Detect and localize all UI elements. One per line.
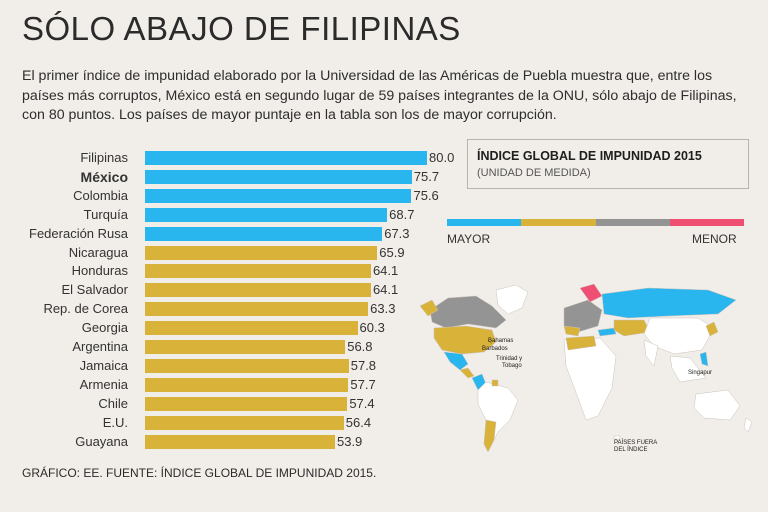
value-label: 63.3 — [370, 301, 396, 317]
category-label: Filipinas — [80, 150, 128, 165]
color-scale — [447, 219, 744, 226]
map-label-tobago: Tobago — [502, 363, 522, 369]
map-philippines — [699, 351, 709, 367]
value-label: 57.4 — [349, 395, 375, 411]
category-label: Honduras — [71, 263, 128, 279]
bar — [145, 245, 378, 260]
bar — [145, 226, 383, 241]
map-south-america — [477, 381, 519, 449]
page-title: SÓLO ABAJO DE FILIPINAS — [22, 10, 461, 47]
value-label: 53.9 — [336, 433, 363, 449]
map-alaska — [419, 299, 439, 317]
map-new-zealand — [743, 417, 753, 433]
map-canada — [429, 295, 507, 329]
value-label: 68.7 — [389, 206, 415, 222]
map-russia — [601, 287, 737, 319]
map-turkey — [597, 327, 617, 337]
category-label: Nicaragua — [68, 244, 128, 260]
map-africa — [563, 337, 617, 421]
bar — [145, 207, 388, 222]
map-southeast-asia — [669, 355, 707, 383]
footer-credit: GRÁFICO: EE. FUENTE: ÍNDICE GLOBAL DE IM… — [22, 466, 377, 480]
category-label: E.U. — [102, 414, 128, 430]
value-label: 57.7 — [350, 376, 376, 392]
map-greenland — [495, 284, 529, 315]
bar — [145, 151, 427, 165]
legend-box: ÍNDICE GLOBAL DE IMPUNIDAD 2015 (UNIDAD … — [467, 139, 749, 189]
value-label: 75.6 — [413, 187, 439, 203]
scale-label-high: MAYOR — [447, 232, 491, 246]
world-map: Bahamas Barbados Trinidad y Tobago Singa… — [419, 283, 753, 453]
bar — [145, 340, 346, 354]
map-australia — [693, 389, 741, 421]
map-india — [643, 339, 659, 367]
value-label: 75.7 — [413, 168, 440, 184]
map-usa — [433, 325, 497, 355]
map-label-bahamas: Bahamas — [488, 338, 513, 344]
category-label: Georgia — [81, 320, 128, 336]
map-mexico — [443, 351, 469, 371]
bar — [145, 264, 371, 279]
value-label: 56.4 — [345, 414, 372, 430]
map-central-asia — [613, 319, 651, 337]
map-guyana — [491, 379, 499, 387]
map-label-trinidad: Trinidad y — [496, 356, 522, 362]
map-scandinavia — [579, 283, 603, 303]
category-label: México — [80, 168, 128, 185]
category-label: Armenia — [79, 376, 128, 392]
map-asia — [643, 317, 715, 355]
category-label: Jamaica — [79, 357, 128, 373]
bar — [145, 188, 412, 203]
value-label: 64.1 — [372, 282, 399, 298]
map-north-africa — [565, 335, 597, 351]
map-argentina — [483, 419, 497, 453]
bar — [145, 169, 412, 184]
category-label: Federación Rusa — [29, 225, 128, 241]
category-label: El Salvador — [61, 282, 128, 298]
category-label: Turquía — [83, 206, 128, 222]
bar — [145, 434, 335, 449]
map-southern-europe — [563, 325, 581, 337]
value-label: 64.1 — [372, 263, 399, 279]
scale-swatch — [521, 219, 596, 226]
category-label: Colombia — [73, 187, 128, 203]
map-label-singapur: Singapur — [688, 370, 712, 376]
category-label: Guayana — [75, 433, 128, 449]
value-label: 60.3 — [359, 320, 385, 336]
bar — [145, 283, 371, 298]
value-label: 80.0 — [429, 150, 455, 165]
scale-swatch — [595, 219, 670, 226]
value-label: 67.3 — [384, 225, 410, 241]
bar — [145, 302, 369, 317]
map-korea-japan — [705, 321, 719, 337]
bar — [145, 396, 348, 411]
map-central-america — [459, 367, 475, 379]
scale-label-low: MENOR — [692, 232, 737, 246]
value-label: 56.8 — [347, 339, 373, 354]
category-label: Argentina — [72, 339, 128, 354]
category-label: Rep. de Corea — [43, 301, 128, 317]
category-label: Chile — [98, 395, 128, 411]
bar — [145, 321, 358, 336]
bar — [145, 358, 349, 373]
map-label-outside-1: PAÍSES FUERA — [614, 439, 657, 446]
page-subtitle: El primer índice de impunidad elaborado … — [22, 68, 737, 123]
value-label: 65.9 — [379, 244, 405, 260]
outside-index-swatch — [613, 435, 621, 440]
bar — [145, 415, 344, 430]
legend-title: ÍNDICE GLOBAL DE IMPUNIDAD 2015 — [477, 149, 702, 163]
value-label: 57.8 — [350, 357, 377, 373]
scale-swatch — [669, 219, 744, 226]
map-label-barbados: Barbados — [482, 346, 508, 352]
map-label-outside-2: DEL ÍNDICE — [614, 446, 647, 453]
legend-subtitle: (UNIDAD DE MEDIDA) — [477, 167, 591, 179]
bar — [145, 377, 349, 392]
scale-swatch — [447, 219, 522, 226]
